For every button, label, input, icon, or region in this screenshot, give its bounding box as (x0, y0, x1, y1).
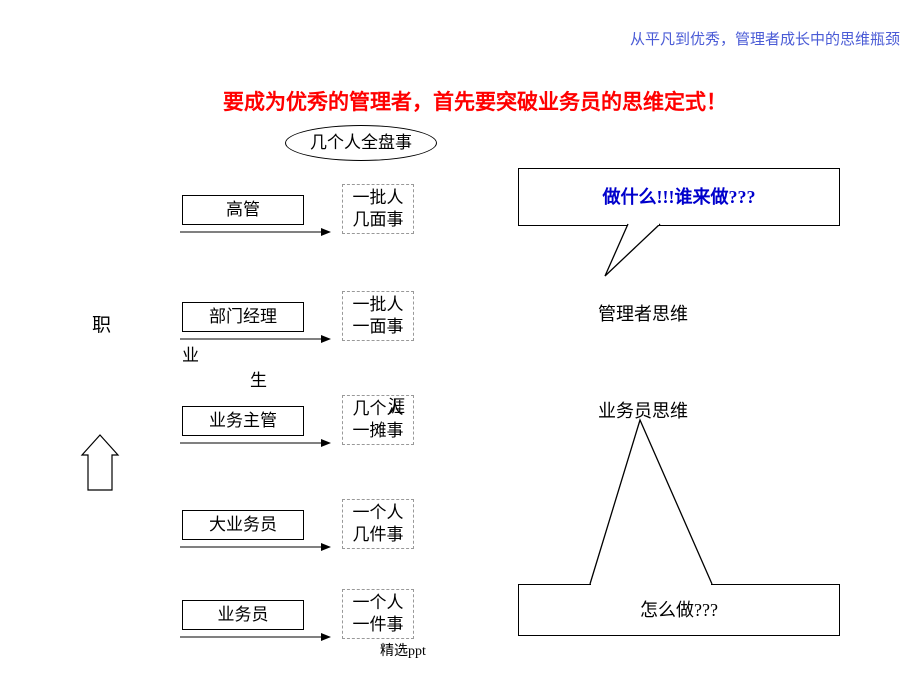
role-box-4: 业务员 (182, 600, 304, 630)
desc-1-line1: 一批人 (343, 294, 413, 316)
desc-box-4: 一个人 一件事 (342, 589, 414, 639)
desc-0-line2: 几面事 (343, 209, 413, 231)
desc-box-0: 一批人 几面事 (342, 184, 414, 234)
desc-3-line1: 一个人 (343, 502, 413, 524)
desc-2-line2: 一摊事 (343, 420, 413, 442)
role-box-2: 业务主管 (182, 406, 304, 436)
role-box-3: 大业务员 (182, 510, 304, 540)
desc-0-line1: 一批人 (343, 187, 413, 209)
desc-3-line2: 几件事 (343, 524, 413, 546)
career-char-3: 涯 (388, 392, 405, 417)
speech-top-box: 做什么!!!谁来做??? (518, 168, 840, 226)
ellipse-top: 几个人全盘事 (285, 125, 437, 161)
footer-text: 精选ppt (380, 640, 426, 660)
header-subtitle: 从平凡到优秀，管理者成长中的思维瓶颈 (540, 28, 900, 49)
speech-bottom-box: 怎么做??? (518, 584, 840, 636)
desc-1-line2: 一面事 (343, 316, 413, 338)
side-label-zhi: 职 (92, 310, 111, 337)
career-char-2: 生 (250, 366, 267, 391)
role-box-0: 高管 (182, 195, 304, 225)
desc-4-line1: 一个人 (343, 592, 413, 614)
role-box-1: 部门经理 (182, 302, 304, 332)
label-staff-thinking: 业务员思维 (598, 397, 688, 423)
desc-4-line2: 一件事 (343, 614, 413, 636)
desc-box-3: 一个人 几件事 (342, 499, 414, 549)
label-manager-thinking: 管理者思维 (598, 300, 688, 326)
main-title: 要成为优秀的管理者，首先要突破业务员的思维定式！ (150, 86, 800, 116)
career-char-1: 业 (182, 341, 199, 366)
desc-box-1: 一批人 一面事 (342, 291, 414, 341)
